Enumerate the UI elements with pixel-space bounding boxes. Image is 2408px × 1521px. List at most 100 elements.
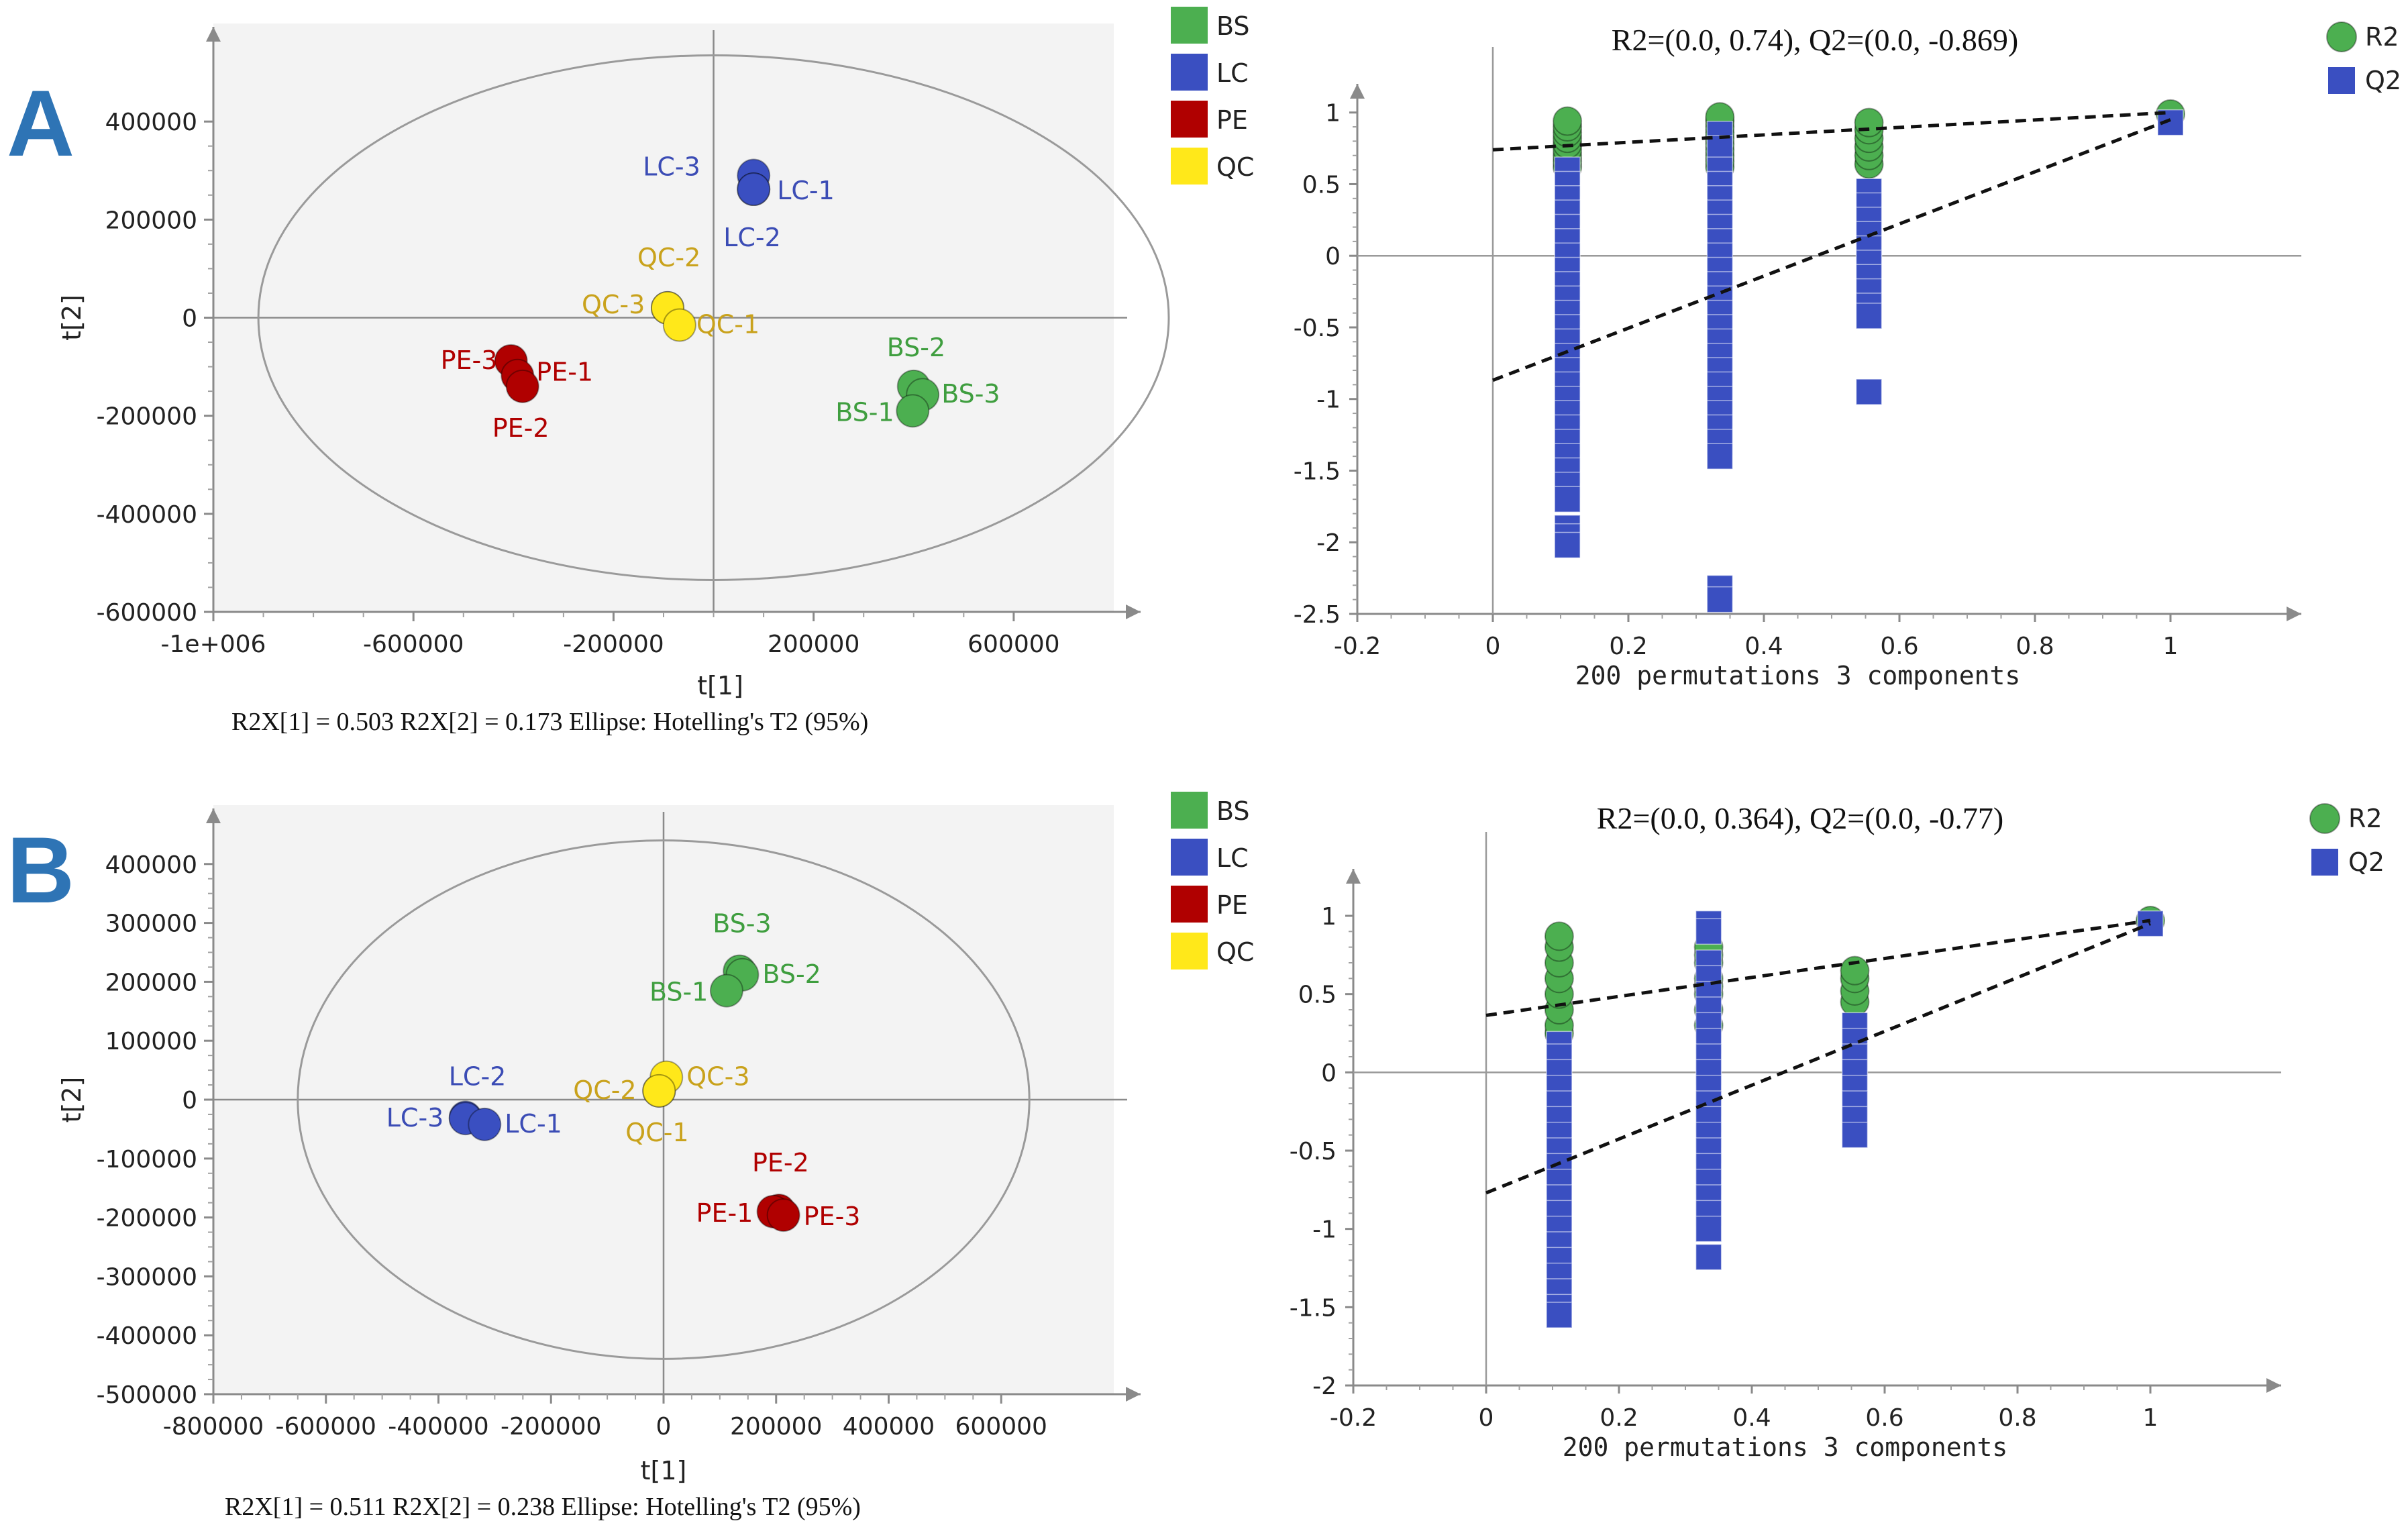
x-tick-label: 0 bbox=[656, 1413, 672, 1440]
hotelling-ellipse bbox=[297, 839, 1031, 1360]
point-label-pe-1: PE-1 bbox=[536, 358, 593, 387]
legend-q2-label: Q2 bbox=[2348, 847, 2385, 877]
y-tick-label: 100000 bbox=[105, 1028, 197, 1055]
legend-r2-marker bbox=[2326, 21, 2357, 52]
y-tick-label: -100000 bbox=[97, 1146, 197, 1173]
y-tick-label: -400000 bbox=[97, 501, 197, 529]
perm-y-tick-label: -2 bbox=[1312, 1373, 1337, 1400]
legend-label-qc: QC bbox=[1216, 937, 1254, 967]
y-tick-label: 0 bbox=[182, 1087, 197, 1114]
point-label-lc-1: LC-1 bbox=[505, 1109, 562, 1139]
point-label-bs-2: BS-2 bbox=[887, 333, 945, 362]
point-label-bs-1: BS-1 bbox=[835, 397, 894, 427]
x-tick-label: -800000 bbox=[163, 1413, 264, 1440]
x-tick-label: -1e+006 bbox=[161, 631, 266, 658]
q2-point bbox=[1855, 378, 1883, 405]
perm-x-tick-label: 1 bbox=[2163, 633, 2179, 660]
perm-points bbox=[1544, 906, 2165, 1328]
perm-x-tick-label: 0.6 bbox=[1880, 633, 1918, 660]
perm-title: R2=(0.0, 0.74), Q2=(0.0, -0.869) bbox=[1612, 23, 2018, 57]
legend-r2-label: R2 bbox=[2365, 22, 2399, 52]
perm-x-axis-label: 200 permutations 3 components bbox=[1575, 661, 2020, 690]
y-tick-label: -200000 bbox=[97, 1205, 197, 1232]
perm-y-tick-label: -1 bbox=[1312, 1216, 1337, 1244]
legend-swatch-pe bbox=[1171, 101, 1208, 138]
x-tick-label: -600000 bbox=[276, 1413, 376, 1440]
data-point-bs-1 bbox=[709, 974, 743, 1008]
perm-y-tick-label: -2.5 bbox=[1294, 601, 1341, 629]
y-tick-label: 400000 bbox=[105, 109, 197, 136]
y-tick-label: 200000 bbox=[105, 207, 197, 234]
perm-y-tick-label: -1.5 bbox=[1290, 1294, 1337, 1322]
point-label-lc-2: LC-2 bbox=[449, 1061, 507, 1091]
perm-x-tick-label: -0.2 bbox=[1330, 1404, 1377, 1432]
point-label-pe-3: PE-3 bbox=[441, 346, 498, 375]
panel-letter-b: B bbox=[7, 817, 74, 923]
q2-point bbox=[1841, 1121, 1869, 1149]
pca-footer: R2X[1] = 0.503 R2X[2] = 0.173 Ellipse: H… bbox=[231, 708, 868, 736]
perm-x-tick-label: 0.8 bbox=[2016, 633, 2054, 660]
perm-y-tick-label: -2 bbox=[1316, 529, 1341, 557]
perm-x-tick-label: 0 bbox=[1479, 1404, 1494, 1432]
x-tick-label: -200000 bbox=[501, 1413, 601, 1440]
legend-r2-label: R2 bbox=[2348, 804, 2383, 833]
x-tick-label: 600000 bbox=[967, 631, 1059, 658]
point-label-lc-3: LC-3 bbox=[386, 1103, 444, 1133]
q2-point bbox=[1546, 1302, 1573, 1328]
data-point-lc-1 bbox=[468, 1107, 502, 1141]
q2-regression-line bbox=[1485, 922, 2151, 1195]
legend-label-bs: BS bbox=[1216, 796, 1250, 826]
y-tick-label: -500000 bbox=[97, 1381, 197, 1409]
y-tick-label: 400000 bbox=[105, 851, 197, 879]
legend-label-pe: PE bbox=[1216, 105, 1248, 135]
perm-y-tick-label: 1 bbox=[1321, 903, 1337, 931]
r2-point bbox=[1854, 107, 1884, 138]
q2-point bbox=[1554, 486, 1581, 513]
q2-point bbox=[1706, 586, 1734, 613]
r2-point bbox=[1553, 106, 1583, 136]
q2-point bbox=[1695, 918, 1722, 945]
data-point-bs-1 bbox=[896, 394, 930, 428]
perm-y-tick-label: -0.5 bbox=[1294, 315, 1341, 342]
legend-swatch-pe bbox=[1171, 886, 1208, 923]
perm-x-axis-arrow bbox=[2287, 607, 2301, 621]
point-label-qc-3: QC-3 bbox=[686, 1062, 749, 1092]
r2-regression-line bbox=[1492, 111, 2171, 152]
perm-y-tick-label: -0.5 bbox=[1290, 1138, 1337, 1165]
x-tick-label: -200000 bbox=[563, 631, 664, 658]
perm-y-tick-label: 0.5 bbox=[1298, 982, 1337, 1009]
y-tick-label: 200000 bbox=[105, 969, 197, 996]
pca-legend: BS LC PE QC bbox=[1171, 792, 1254, 969]
y-tick-label: -200000 bbox=[97, 403, 197, 431]
q2-point bbox=[1706, 443, 1734, 470]
point-label-qc-1: QC-1 bbox=[696, 309, 760, 339]
point-label-pe-1: PE-1 bbox=[696, 1198, 753, 1228]
legend-swatch-lc bbox=[1171, 54, 1208, 91]
q2-regression-line bbox=[1492, 118, 2171, 382]
point-label-qc-2: QC-2 bbox=[637, 243, 700, 272]
x-axis-label: t[1] bbox=[641, 1456, 687, 1485]
perm-title: R2=(0.0, 0.364), Q2=(0.0, -0.77) bbox=[1597, 801, 2003, 835]
point-label-lc-3: LC-3 bbox=[643, 152, 700, 182]
point-label-pe-2: PE-2 bbox=[752, 1148, 809, 1177]
figure-panels: A-1e+006 -600000 -200000 200000 600000-60000… bbox=[7, 7, 2401, 1521]
point-label-pe-2: PE-2 bbox=[492, 413, 549, 443]
perm-x-tick-label: 0 bbox=[1485, 633, 1501, 660]
legend-swatch-bs bbox=[1171, 7, 1208, 44]
perm-x-tick-label: 0.8 bbox=[1998, 1404, 2036, 1432]
y-tick-label: -300000 bbox=[97, 1263, 197, 1291]
panel-a: A -1e+006 -600000 -200000 200000 600000 -60000… bbox=[7, 7, 2401, 736]
perm-x-tick-label: 0.4 bbox=[1732, 1404, 1771, 1432]
y-tick-label: 0 bbox=[182, 305, 197, 333]
y-tick-label: -600000 bbox=[97, 599, 197, 627]
y-axis-arrow bbox=[206, 27, 221, 42]
x-tick-label: 400000 bbox=[843, 1413, 935, 1440]
legend-q2-label: Q2 bbox=[2365, 66, 2401, 95]
perm-y-tick-label: 0 bbox=[1325, 243, 1341, 270]
point-label-qc-1: QC-1 bbox=[625, 1118, 688, 1147]
permutation-plot: R2=(0.0, 0.364), Q2=(0.0, -0.77) -0.2 0 0.2… bbox=[1290, 801, 2281, 1462]
point-label-lc-2: LC-2 bbox=[723, 223, 781, 252]
data-point-qc-1 bbox=[642, 1073, 676, 1108]
q2-point bbox=[1695, 1215, 1722, 1243]
